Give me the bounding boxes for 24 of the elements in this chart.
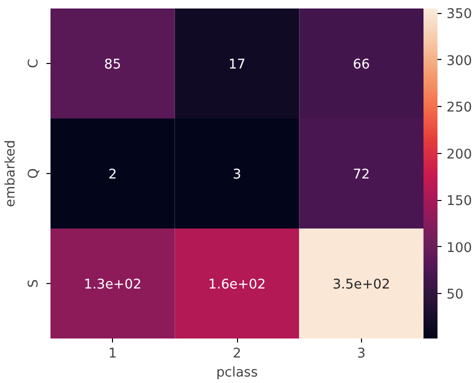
color-bar-label: 100 — [446, 240, 472, 256]
y-tick-label: C — [26, 58, 42, 68]
y-tick-label: S — [26, 279, 42, 288]
color-bar-label: 300 — [446, 54, 472, 69]
data-label: 2 — [108, 168, 117, 182]
color-bar-label: 250 — [446, 100, 472, 116]
color-bar-label: 350 — [446, 7, 472, 22]
data-label: 66 — [352, 58, 370, 72]
color-bar-label: 200 — [446, 147, 472, 162]
data-label: 3.5e+02 — [332, 278, 390, 292]
data-label: 85 — [104, 58, 122, 72]
data-label: 1.6e+02 — [208, 278, 266, 292]
data-label: 3 — [232, 168, 242, 182]
x-tick-label: 2 — [232, 346, 242, 362]
y-axis-title: embarked — [4, 140, 18, 208]
color-bar-label: 150 — [446, 194, 472, 210]
data-label: 1.3e+02 — [84, 278, 142, 292]
data-label: 17 — [228, 58, 246, 72]
y-tick-label: Q — [26, 168, 42, 179]
x-axis-title: pclass — [216, 366, 258, 380]
x-tick-label: 3 — [357, 346, 366, 362]
color-bar-label: 50 — [446, 288, 464, 303]
x-tick-label: 1 — [108, 346, 117, 362]
data-label: 72 — [352, 168, 370, 182]
